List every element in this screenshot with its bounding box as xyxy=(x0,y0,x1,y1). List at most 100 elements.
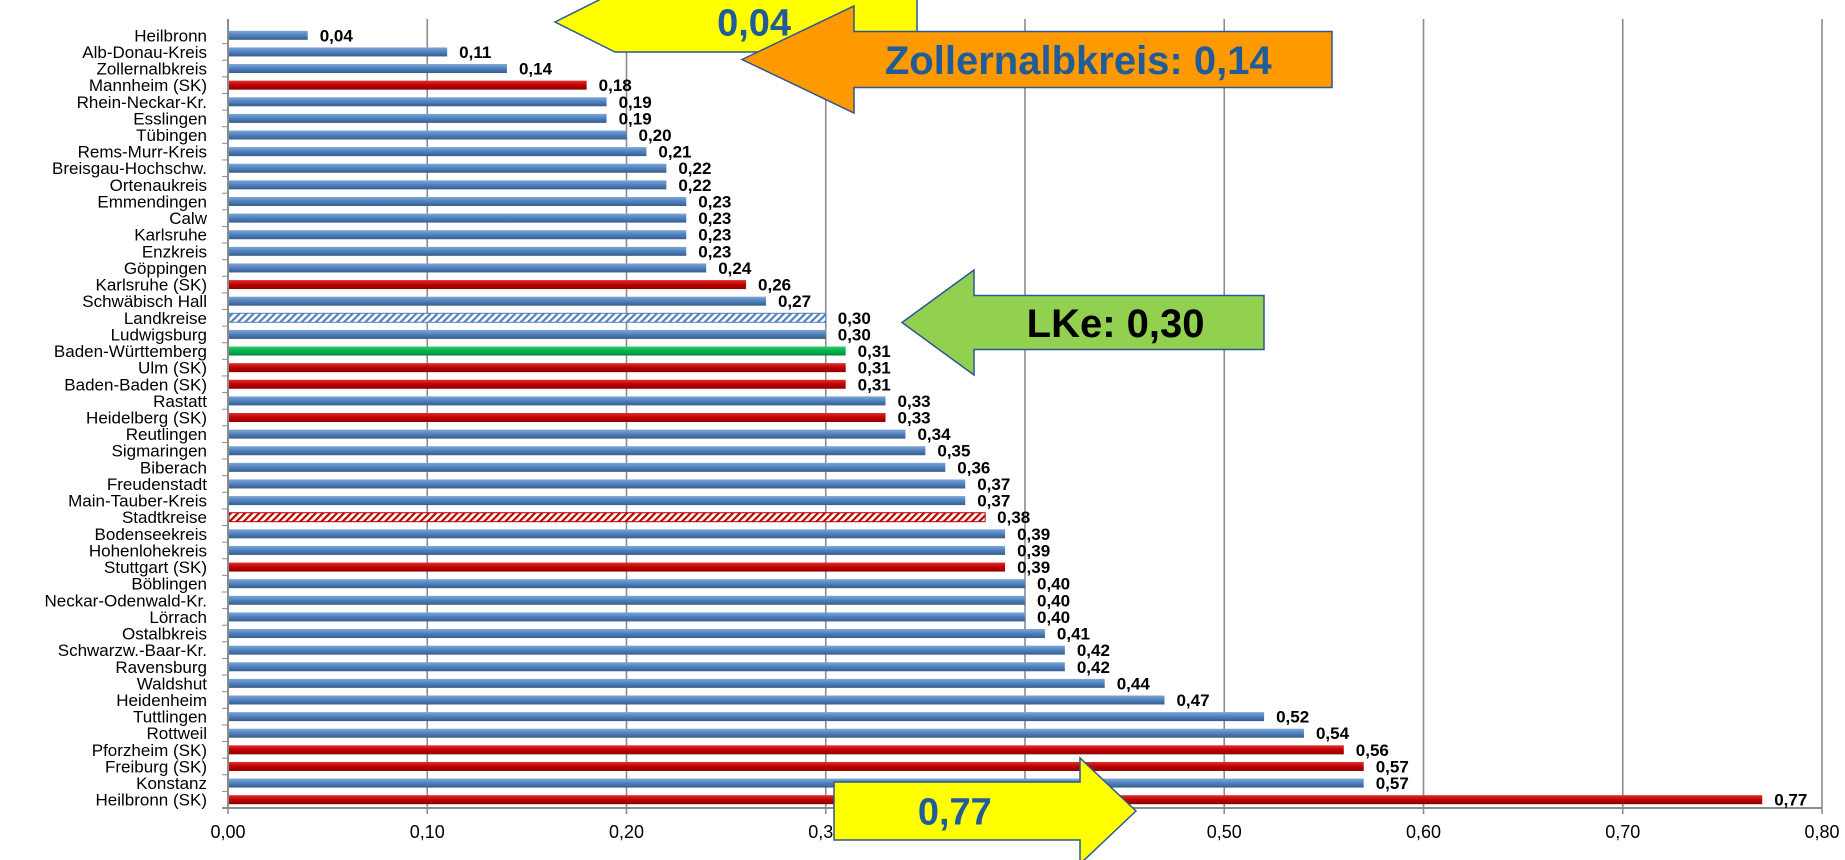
bar xyxy=(229,363,846,373)
bar xyxy=(229,529,1006,539)
bar xyxy=(229,97,607,107)
category-label: Stadtkreise xyxy=(122,508,207,527)
data-label: 0,04 xyxy=(320,26,354,45)
data-label: 0,57 xyxy=(1376,757,1409,776)
bar xyxy=(229,545,1006,555)
category-label: Baden-Württemberg xyxy=(54,342,207,361)
bar xyxy=(229,562,1006,572)
bar xyxy=(229,30,308,40)
bar xyxy=(229,80,587,90)
category-label: Freiburg (SK) xyxy=(105,757,207,776)
bar xyxy=(229,213,687,223)
category-label: Biberach xyxy=(140,458,207,477)
category-label: Rottweil xyxy=(147,724,207,743)
category-label: Baden-Baden (SK) xyxy=(64,375,207,394)
category-label: Reutlingen xyxy=(126,425,207,444)
data-label: 0,52 xyxy=(1276,708,1309,727)
bar xyxy=(229,612,1025,622)
data-label: 0,14 xyxy=(519,60,553,79)
x-tick-label: 0,20 xyxy=(609,822,644,842)
data-label: 0,37 xyxy=(977,475,1010,494)
category-label: Calw xyxy=(169,209,208,228)
bar xyxy=(229,280,747,290)
data-label: 0,44 xyxy=(1117,674,1151,693)
category-label: Landkreise xyxy=(124,309,207,328)
x-tick-label: 0,80 xyxy=(1804,822,1839,842)
bar xyxy=(229,761,1364,771)
category-label: Alb-Donau-Kreis xyxy=(82,43,207,62)
data-label: 0,23 xyxy=(698,242,731,261)
bar xyxy=(229,196,687,206)
bar xyxy=(229,728,1304,738)
category-label: Emmendingen xyxy=(97,192,207,211)
category-label: Enzkreis xyxy=(142,242,207,261)
bar xyxy=(229,579,1025,589)
category-label: Rems-Murr-Kreis xyxy=(78,143,207,162)
data-label: 0,41 xyxy=(1057,625,1090,644)
bar xyxy=(228,312,827,323)
data-label: 0,23 xyxy=(698,192,731,211)
category-label: Heidelberg (SK) xyxy=(86,409,207,428)
bar xyxy=(229,778,1364,788)
data-label: 0,40 xyxy=(1037,575,1070,594)
bar xyxy=(229,163,667,173)
data-label: 0,42 xyxy=(1077,641,1110,660)
data-label: 0,39 xyxy=(1017,558,1050,577)
data-label: 0,27 xyxy=(778,292,811,311)
data-label: 0,33 xyxy=(898,392,931,411)
category-label: Ulm (SK) xyxy=(138,359,207,378)
x-tick-label: 0,00 xyxy=(210,822,245,842)
category-label: Ostalbkreis xyxy=(122,625,207,644)
bars xyxy=(228,30,1763,805)
bar xyxy=(229,379,846,389)
category-label: Schwäbisch Hall xyxy=(82,292,207,311)
data-label: 0,18 xyxy=(599,76,632,95)
category-label: Freudenstadt xyxy=(107,475,207,494)
bar xyxy=(229,113,607,123)
data-label: 0,31 xyxy=(858,359,891,378)
data-label: 0,34 xyxy=(917,425,951,444)
callout-zollernalb-arrow xyxy=(740,4,1333,115)
category-label: Zollernalbkreis xyxy=(96,60,207,79)
category-label: Lörrach xyxy=(149,608,207,627)
category-label: Rastatt xyxy=(153,392,207,411)
callout-landkreise-arrow xyxy=(900,268,1265,377)
data-label: 0,30 xyxy=(838,325,871,344)
data-label: 0,47 xyxy=(1176,691,1209,710)
category-label: Bodenseekreis xyxy=(95,525,207,544)
bar xyxy=(229,462,946,472)
category-labels: HeilbronnAlb-Donau-KreisZollernalbkreisM… xyxy=(44,26,207,809)
x-tick-label: 0,10 xyxy=(410,822,445,842)
data-label: 0,19 xyxy=(619,109,652,128)
bar xyxy=(229,180,667,190)
data-label: 0,23 xyxy=(698,226,731,245)
x-tick-label: 0,60 xyxy=(1406,822,1441,842)
data-label: 0,19 xyxy=(619,93,652,112)
category-label: Hohenlohekreis xyxy=(89,541,207,560)
category-label: Schwarzw.-Baar-Kr. xyxy=(58,641,207,660)
callout-zollernalb-label: Zollernalbkreis: 0,14 xyxy=(885,39,1273,83)
data-label: 0,77 xyxy=(1774,791,1807,810)
category-label: Waldshut xyxy=(137,674,208,693)
category-label: Ravensburg xyxy=(115,658,207,677)
bar xyxy=(229,446,926,456)
bar xyxy=(229,629,1045,639)
data-label: 0,26 xyxy=(758,276,791,295)
data-label: 0,42 xyxy=(1077,658,1110,677)
bar xyxy=(229,695,1165,705)
bar xyxy=(229,147,647,157)
category-label: Rhein-Neckar-Kr. xyxy=(77,93,207,112)
category-label: Karlsruhe (SK) xyxy=(96,276,207,295)
bar xyxy=(229,429,906,439)
callout-max-arrow xyxy=(833,756,1138,860)
data-label: 0,39 xyxy=(1017,525,1050,544)
data-label: 0,31 xyxy=(858,342,891,361)
data-label: 0,40 xyxy=(1037,591,1070,610)
bar xyxy=(229,346,846,356)
bar xyxy=(229,130,627,140)
category-label: Böblingen xyxy=(131,575,207,594)
data-label: 0,54 xyxy=(1316,724,1350,743)
bar xyxy=(229,329,826,339)
data-label: 0,57 xyxy=(1376,774,1409,793)
callout-landkreise-label: LKe: 0,30 xyxy=(1027,302,1205,346)
